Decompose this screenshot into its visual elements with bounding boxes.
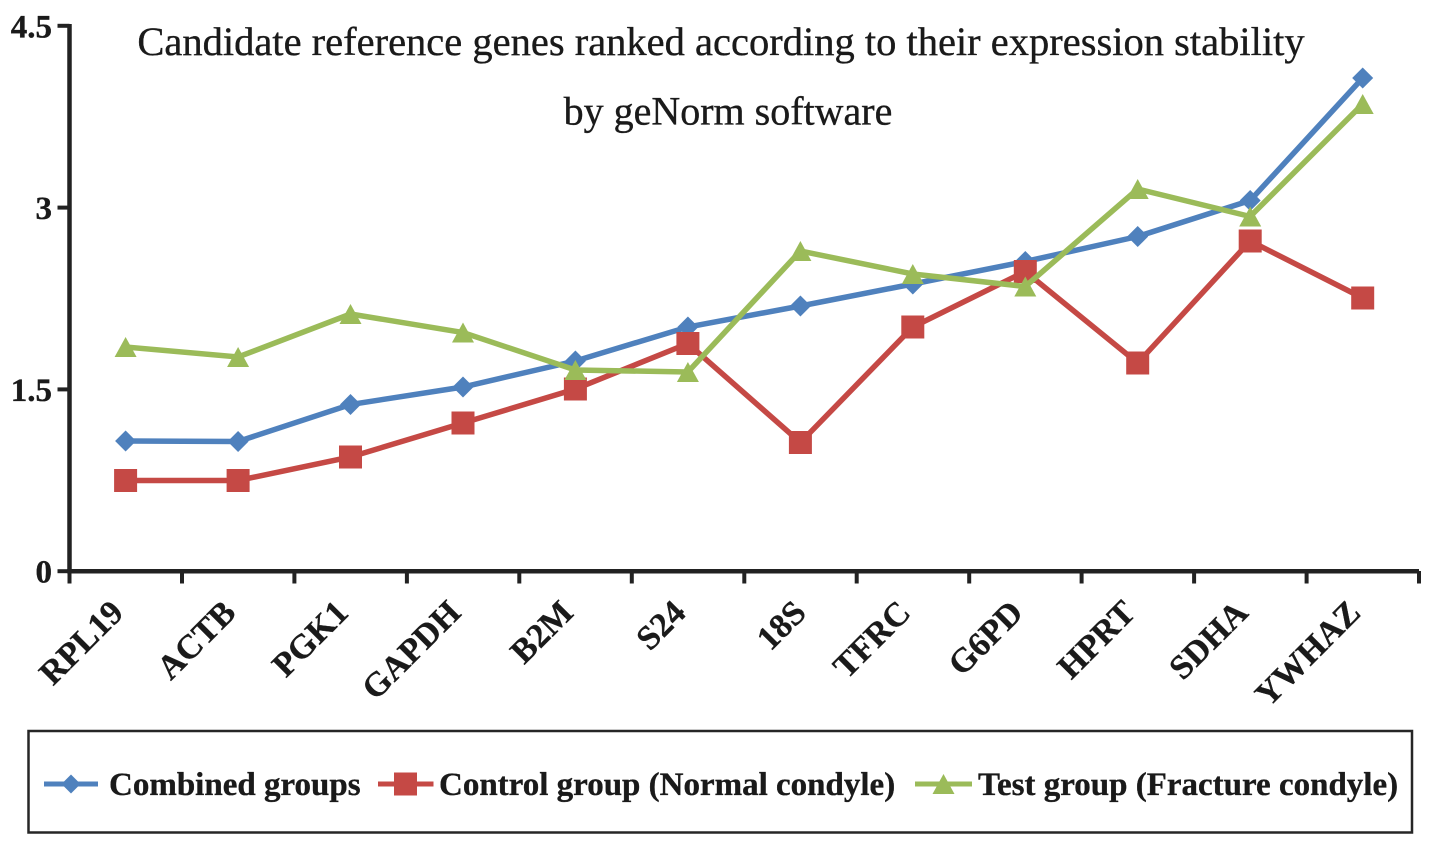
svg-text:Control group (Normal condyle): Control group (Normal condyle) (439, 767, 895, 803)
svg-text:1.5: 1.5 (11, 373, 52, 409)
svg-text:by geNorm software: by geNorm software (564, 89, 893, 134)
svg-text:0: 0 (36, 555, 53, 591)
svg-text:Combined groups: Combined groups (109, 767, 361, 803)
svg-text:Test group (Fracture condyle): Test group (Fracture condyle) (978, 767, 1398, 803)
svg-text:Candidate reference genes rank: Candidate reference genes ranked accordi… (137, 19, 1305, 64)
svg-text:3: 3 (36, 191, 53, 227)
svg-text:4.5: 4.5 (11, 9, 52, 45)
